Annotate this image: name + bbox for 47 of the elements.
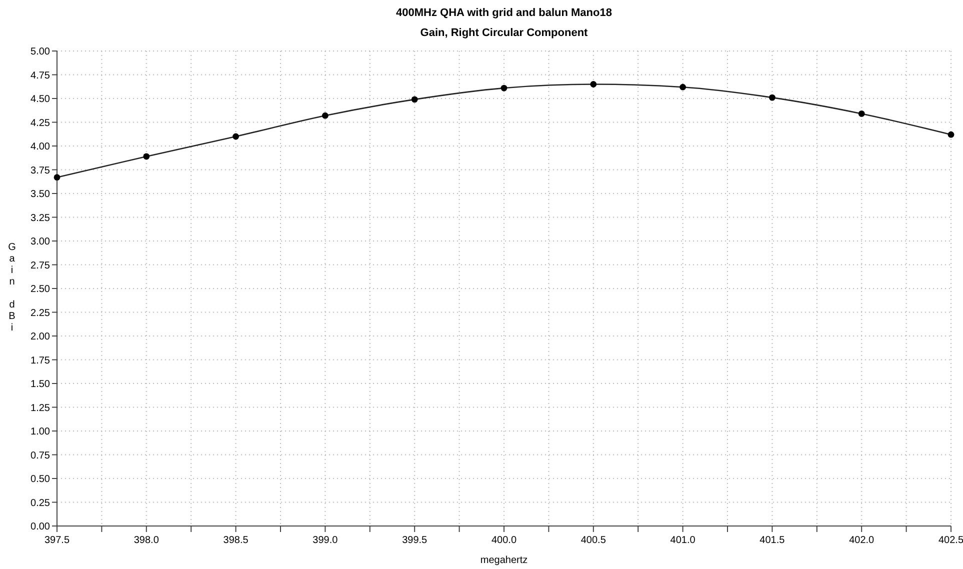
point <box>500 84 508 92</box>
point <box>590 81 597 88</box>
point <box>769 94 776 101</box>
y-tick-label: 3.25 <box>30 212 50 224</box>
text: Gain dBi <box>8 242 16 334</box>
y-tick-label: 4.00 <box>30 142 50 152</box>
y-tick-label: 2.00 <box>30 332 50 342</box>
x-axis-title: megahertz <box>480 555 528 566</box>
y-tick-label: 3.00 <box>30 236 50 248</box>
y-tick-label: 2.75 <box>30 260 50 272</box>
y-tick-label: 0.75 <box>30 450 50 462</box>
y-tick-label: 1.50 <box>30 379 50 390</box>
y-tick-label: 1.25 <box>30 402 50 414</box>
chart-title: 400MHz QHA with grid and balun Mano18 <box>396 7 612 19</box>
point <box>143 153 150 160</box>
y-tick-label: 0.00 <box>30 522 50 532</box>
y-tick-label: 5.00 <box>30 46 50 58</box>
x-tick-label: 398.5 <box>223 535 249 546</box>
y-tick-label: 4.25 <box>30 118 50 129</box>
y-tick-label: 0.50 <box>30 474 50 485</box>
y-tick-label: 4.50 <box>30 94 50 105</box>
x-tick-label: 402.0 <box>849 535 875 546</box>
chart-subtitle: Gain, Right Circular Component <box>420 27 588 39</box>
y-tick-label: 2.25 <box>30 308 50 319</box>
y-tick-label: 0.25 <box>30 498 50 509</box>
y-tick-label: 1.75 <box>30 355 50 366</box>
point <box>858 110 865 117</box>
point <box>680 84 686 90</box>
x-tick-label: 397.5 <box>44 535 70 546</box>
x-tick-label: 401.0 <box>670 535 696 546</box>
y-tick-label: 1.00 <box>30 426 50 438</box>
y-tick-label: 4.75 <box>30 70 50 82</box>
point <box>232 133 239 140</box>
x-tick-label: 398.0 <box>134 535 160 546</box>
x-tick-label: 399.0 <box>312 535 338 546</box>
y-tick-label: 2.50 <box>30 284 50 295</box>
x-tick-label: 400.0 <box>491 535 517 546</box>
point <box>322 112 328 119</box>
point <box>948 131 954 138</box>
x-tick-label: 401.5 <box>760 535 786 546</box>
point <box>411 96 418 103</box>
x-tick-label: 402.5 <box>938 535 963 546</box>
x-tick-label: 399.5 <box>402 535 428 546</box>
y-tick-label: 3.50 <box>30 189 50 200</box>
x-tick-label: 400.5 <box>580 535 606 546</box>
point <box>54 174 60 181</box>
y-tick-label: 3.75 <box>30 165 50 176</box>
